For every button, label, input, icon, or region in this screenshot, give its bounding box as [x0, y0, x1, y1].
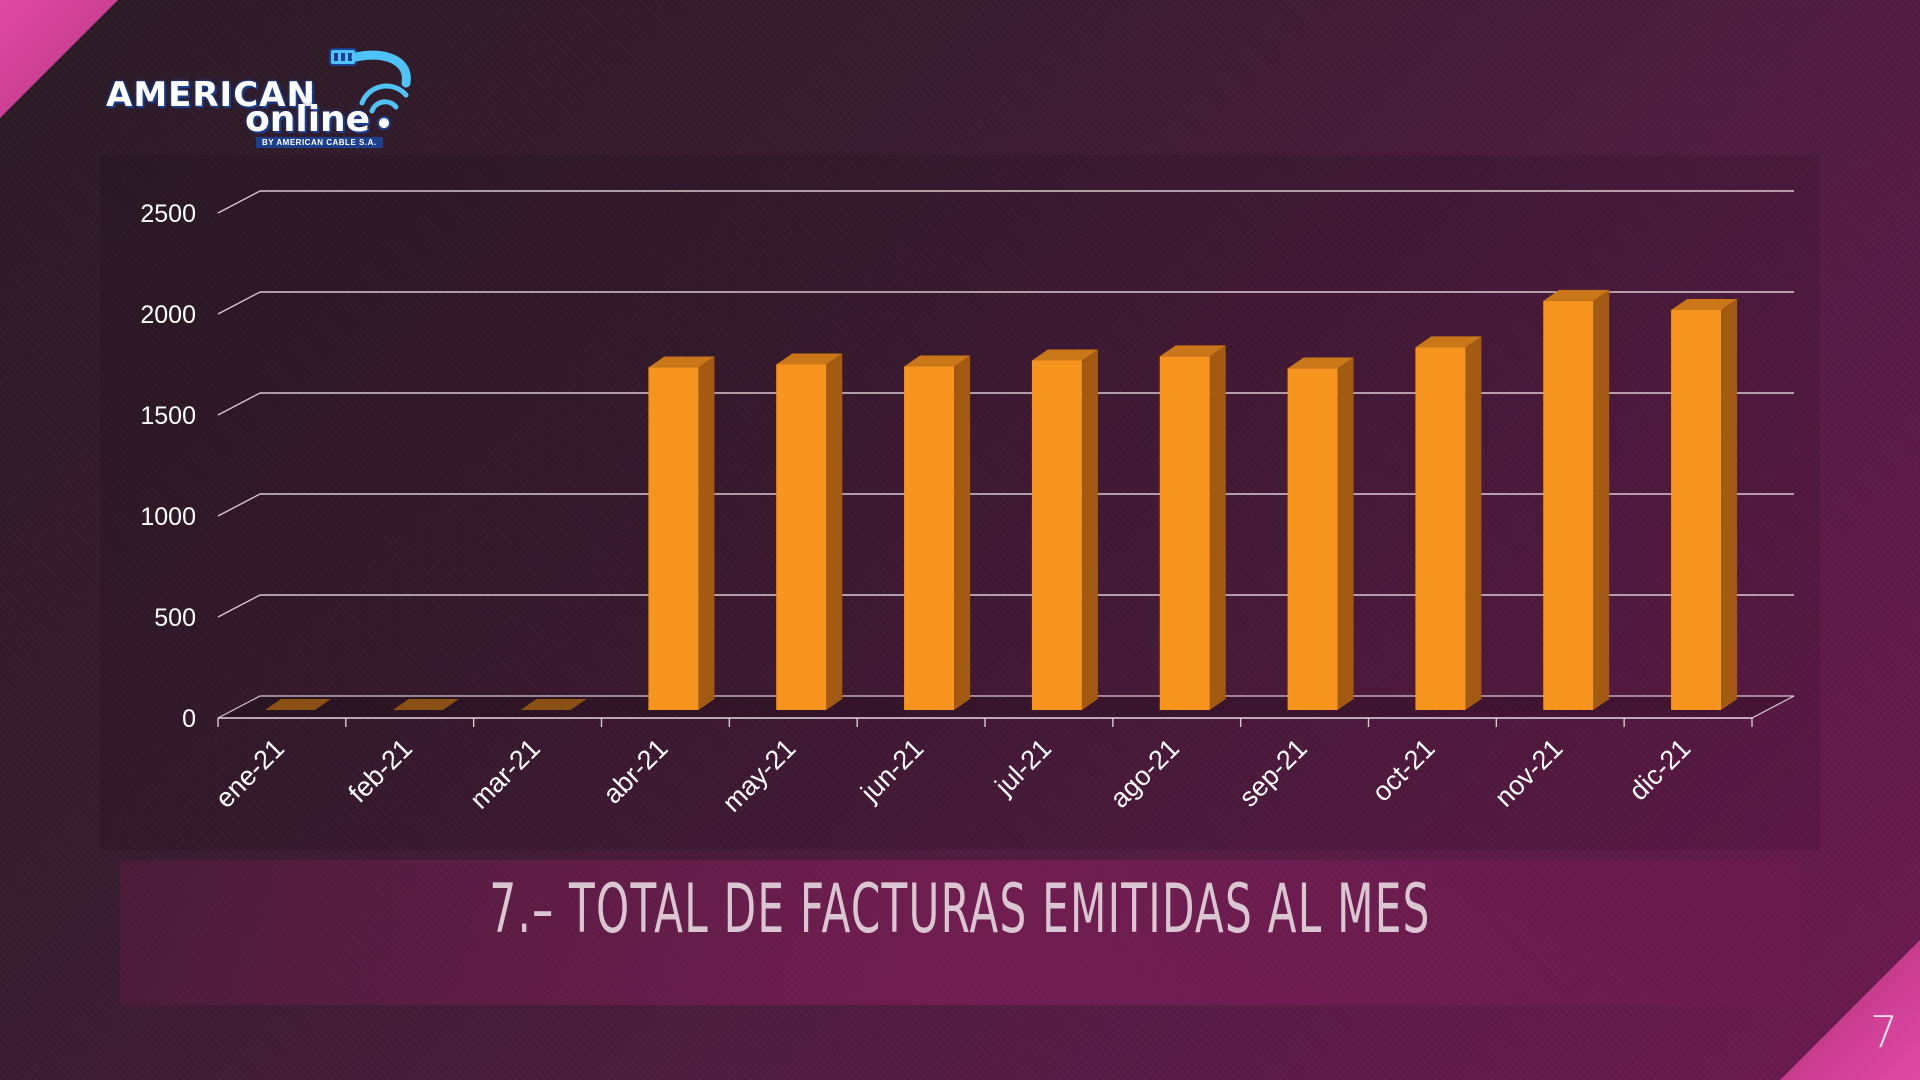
y-tick-label: 1000 — [140, 503, 196, 531]
bar-side — [698, 356, 715, 710]
bar — [648, 367, 699, 710]
bar-top — [904, 355, 971, 367]
bar — [1031, 360, 1082, 710]
bar-side — [1081, 349, 1098, 710]
gridline-depth — [217, 392, 261, 416]
bar — [1543, 300, 1594, 710]
x-tick-label: ago-21 — [1104, 733, 1185, 814]
x-tick-label: may-21 — [717, 733, 802, 818]
x-tick-label: mar-21 — [464, 733, 546, 815]
x-tick-label: oct-21 — [1366, 733, 1440, 807]
bar-zero — [520, 699, 587, 710]
y-tick-label: 2500 — [140, 200, 196, 228]
x-tick-label: abr-21 — [597, 733, 673, 809]
bar-side — [1593, 289, 1610, 710]
logo-text-american: AMERICAN — [106, 75, 316, 115]
bar-top — [1415, 336, 1482, 348]
gridline-depth — [217, 594, 261, 618]
bar — [1671, 309, 1722, 710]
bar-chart: 0 500 1000 1500 2000 2500 ene-21 feb-21 mar-21 ab… — [140, 190, 1795, 818]
x-tick-label: dic-21 — [1623, 733, 1696, 806]
bar-zero — [392, 699, 459, 710]
bar-side — [954, 355, 971, 710]
x-tick-label: jul-21 — [989, 733, 1058, 802]
gridline-depth — [217, 493, 261, 517]
bar — [1159, 356, 1210, 710]
bar-side — [1465, 336, 1482, 710]
bar-top — [1031, 349, 1098, 361]
gridline-depth — [217, 291, 261, 315]
bar — [904, 366, 955, 710]
bar — [1287, 368, 1338, 710]
x-tick-label: sep-21 — [1233, 733, 1313, 813]
bar-side — [1209, 345, 1226, 710]
logo-text-online: online — [245, 99, 371, 140]
y-tick-label: 1500 — [140, 402, 196, 430]
title-band — [120, 860, 1800, 1005]
bar — [776, 364, 827, 710]
bar-top — [1159, 345, 1226, 357]
logo-tagline: BY AMERICAN CABLE S.A. — [256, 137, 383, 148]
bar-top — [648, 356, 715, 368]
page-number: 7 — [1870, 1007, 1898, 1058]
gridline-depth — [217, 190, 261, 214]
y-tick-label: 0 — [182, 705, 196, 733]
bar-top — [776, 353, 843, 365]
bar-top — [1287, 357, 1354, 369]
x-tick-label: nov-21 — [1489, 733, 1569, 813]
bar-side — [1721, 298, 1738, 710]
x-tick-label: ene-21 — [209, 733, 290, 814]
bar — [1415, 347, 1466, 710]
bar-zero — [264, 699, 331, 710]
x-tick-label: feb-21 — [343, 733, 418, 808]
y-tick-label: 500 — [154, 604, 196, 632]
company-logo: AMERICAN online BY AMERICAN CABLE S.A. — [100, 45, 420, 155]
cable-wifi-icon — [329, 48, 411, 130]
slide-title: 7.– TOTAL DE FACTURAS EMITIDAS AL MES — [489, 870, 1431, 949]
y-tick-label: 2000 — [140, 301, 196, 329]
bar-top — [1671, 298, 1738, 310]
bar-side — [1337, 357, 1354, 710]
x-tick-label: jun-21 — [854, 733, 929, 808]
bar-side — [826, 353, 843, 710]
bar-top — [1543, 289, 1610, 301]
